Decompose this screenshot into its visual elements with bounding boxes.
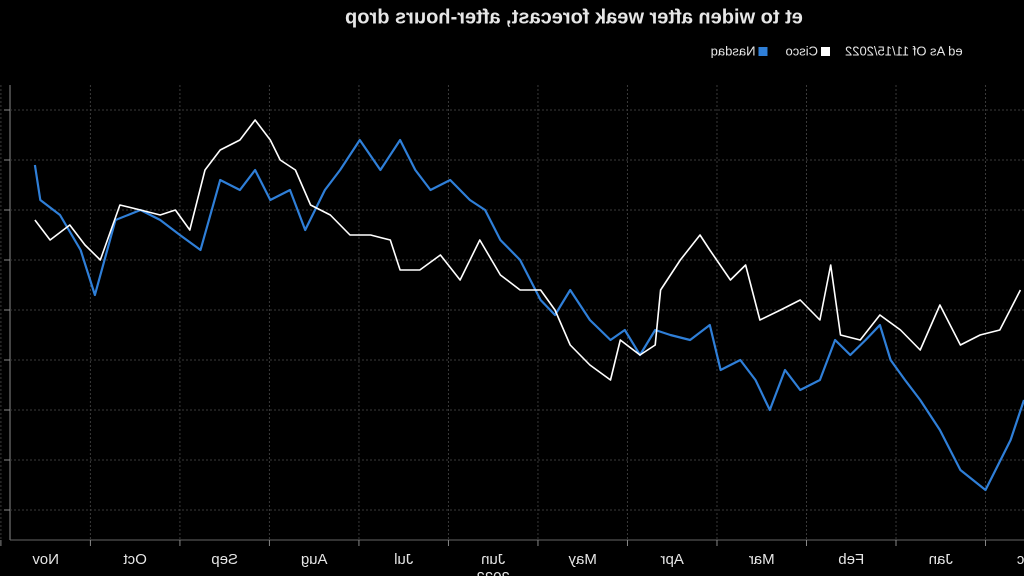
x-tick-label: Apr	[661, 551, 684, 568]
legend-swatch	[821, 47, 830, 56]
mirrored-chart: et to widen after weak forecast, after-h…	[0, 6, 1024, 576]
x-tick-label: Jul	[394, 551, 413, 568]
series-line	[33, 138, 1024, 492]
year-label: 2022	[477, 569, 510, 576]
x-tick-label: Sep	[211, 551, 238, 568]
x-tick-label: Jun	[481, 551, 505, 568]
series-line	[34, 119, 1022, 381]
legend-label: Cisco	[785, 43, 818, 58]
note: ed As Of 11/15/2022	[845, 43, 963, 58]
x-tick-label: May	[568, 551, 597, 568]
chart-title: et to widen after weak forecast, after-h…	[345, 6, 803, 28]
x-tick-label: Mar	[749, 551, 775, 568]
legend-label: Nasdaq	[711, 43, 756, 58]
x-tick-label: Dec	[1016, 551, 1024, 568]
legend-swatch	[758, 47, 768, 56]
x-tick-label: Oct	[123, 551, 147, 568]
x-tick-label: Jan	[929, 551, 953, 568]
x-tick-label: Nov	[32, 551, 59, 568]
x-tick-label: Feb	[838, 551, 864, 568]
x-tick-label: Aug	[301, 551, 328, 568]
